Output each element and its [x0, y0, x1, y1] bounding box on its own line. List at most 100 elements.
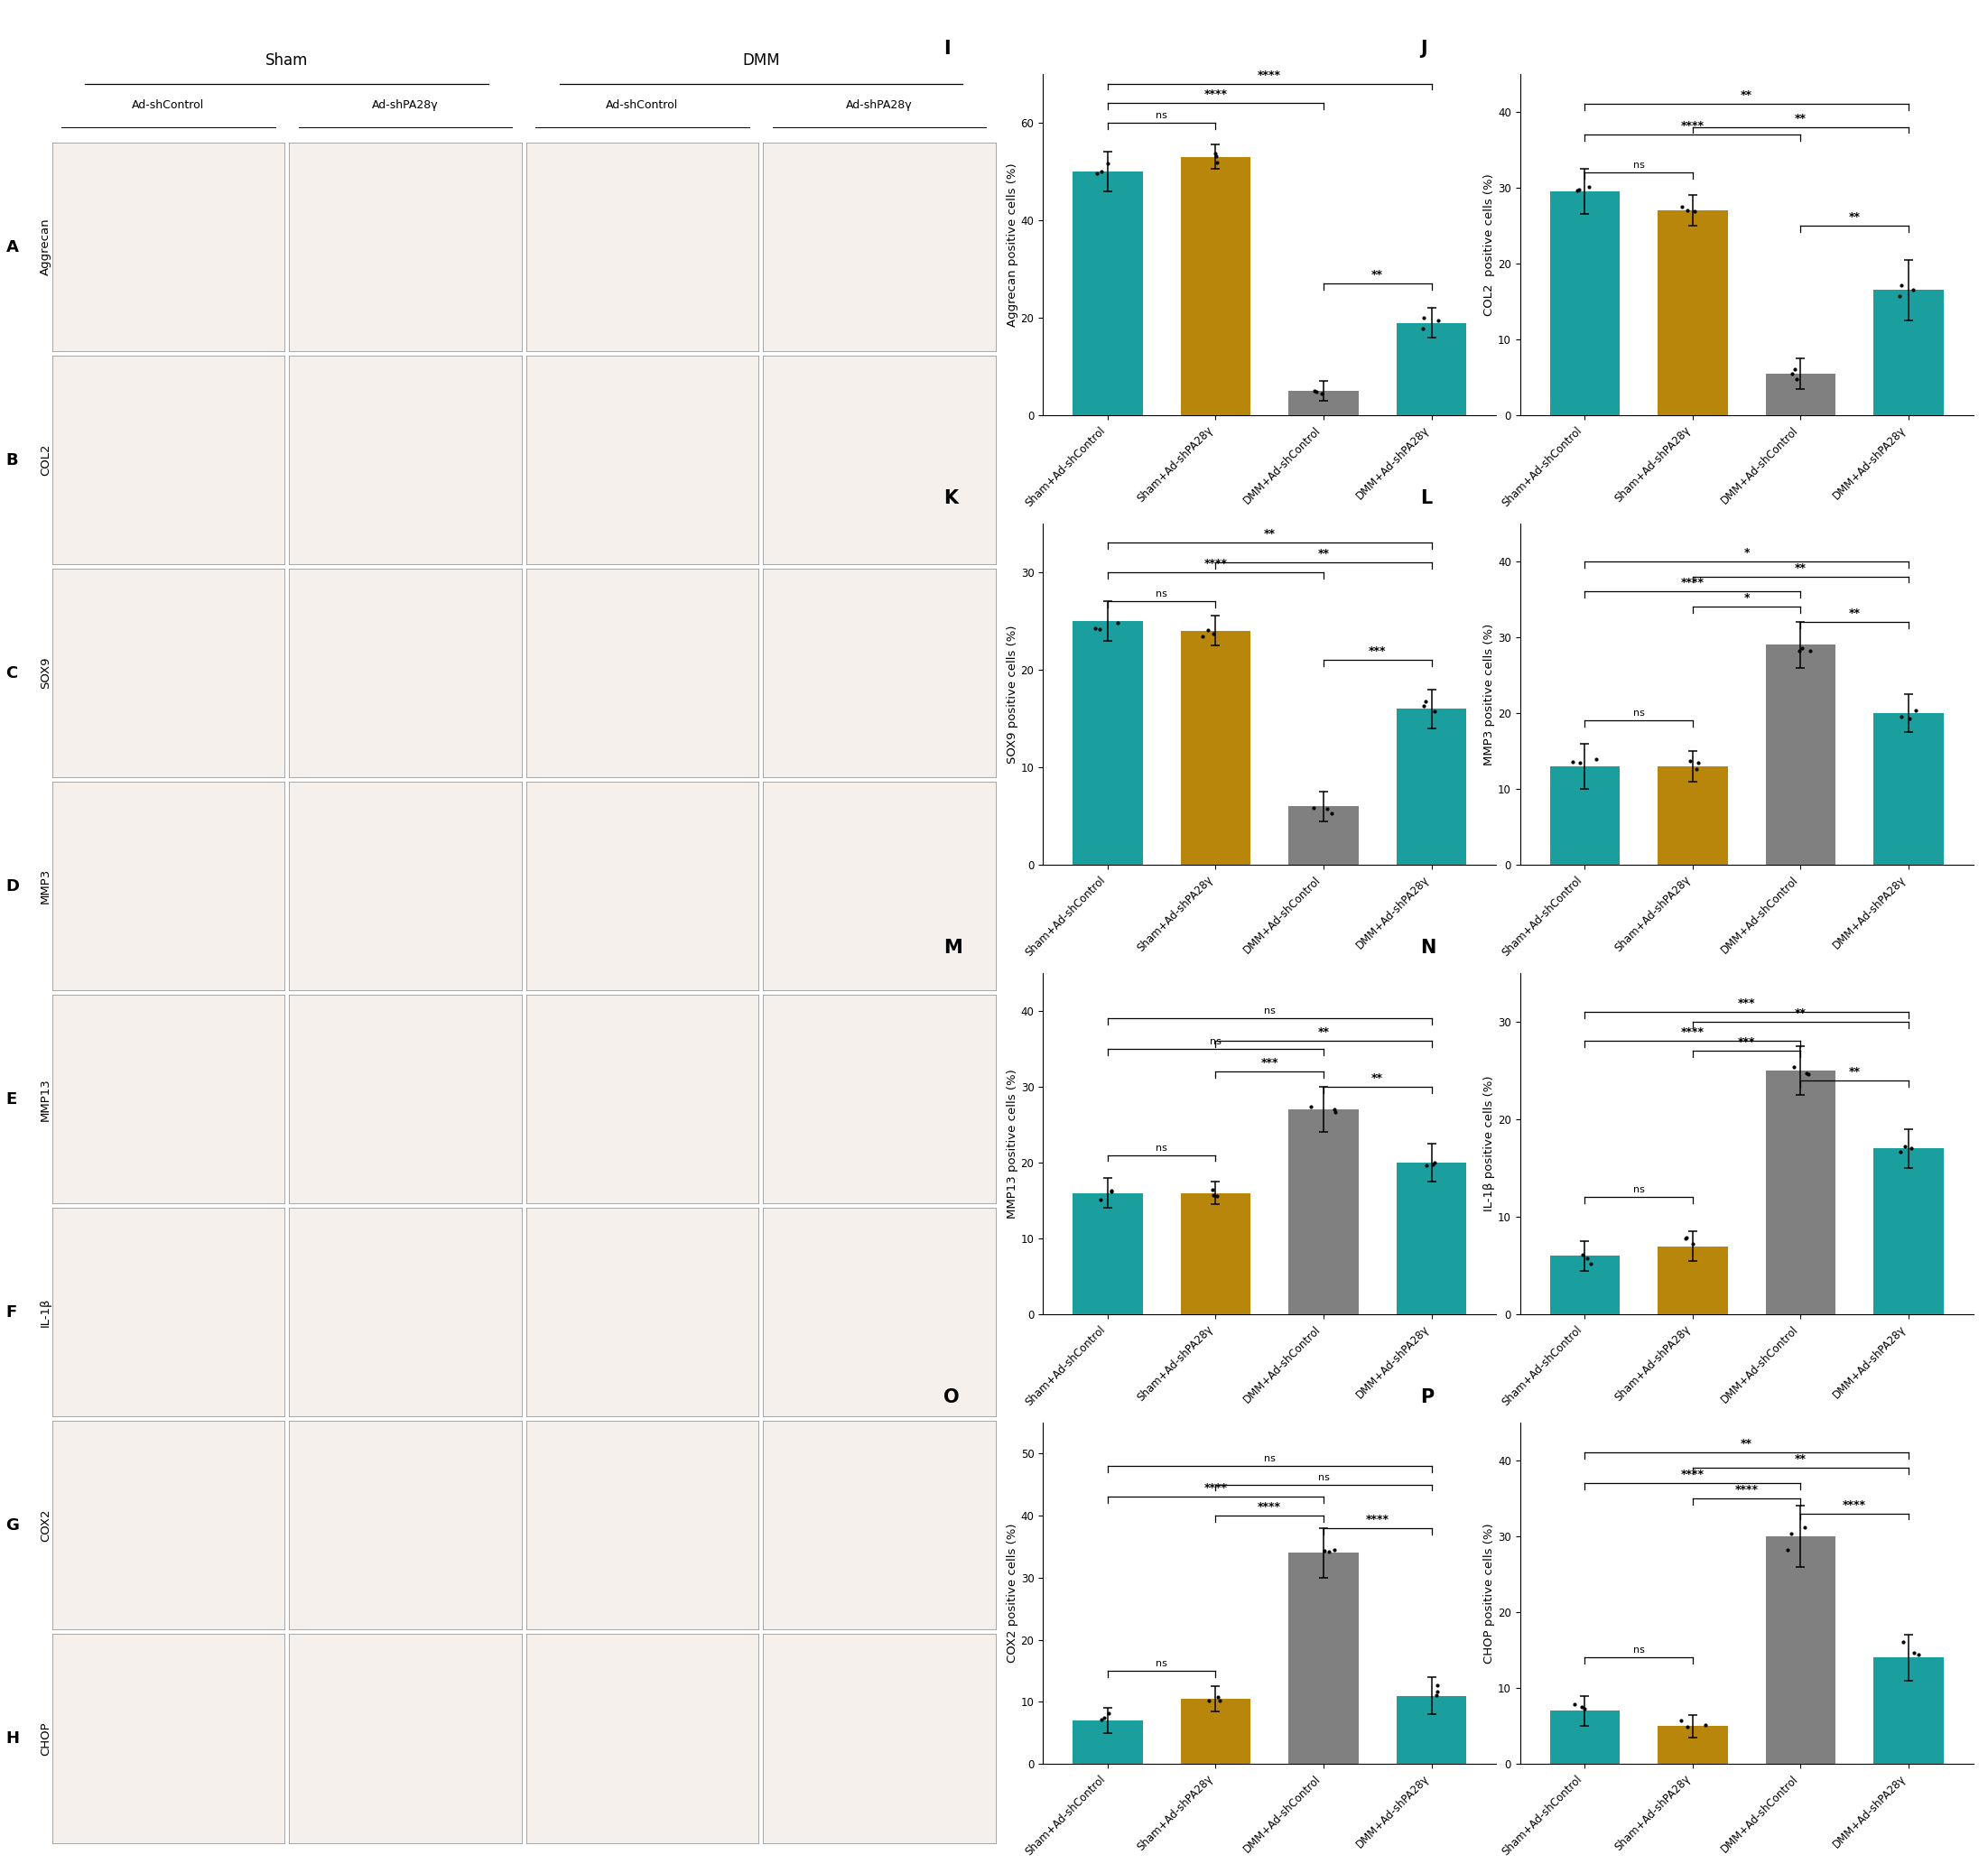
- Point: [1199, 139, 1231, 169]
- Bar: [1551, 1257, 1620, 1315]
- Point: [1318, 1094, 1350, 1124]
- Text: ns: ns: [1264, 1453, 1276, 1463]
- Bar: [1658, 766, 1728, 865]
- Bar: [1288, 1553, 1358, 1764]
- Point: [1771, 1534, 1803, 1564]
- Text: H: H: [6, 1731, 20, 1746]
- Point: [1421, 305, 1453, 335]
- Text: G: G: [6, 1517, 20, 1534]
- Point: [1580, 744, 1612, 774]
- Point: [1775, 1519, 1807, 1549]
- Text: F: F: [6, 1304, 18, 1320]
- Bar: [1396, 1695, 1467, 1764]
- Point: [1298, 792, 1330, 822]
- Point: [1320, 1098, 1352, 1128]
- Point: [1559, 1689, 1590, 1719]
- Text: ns: ns: [1211, 1038, 1221, 1045]
- Text: I: I: [942, 39, 950, 58]
- Point: [1197, 1174, 1229, 1204]
- Point: [1557, 747, 1588, 777]
- Point: [1316, 798, 1348, 828]
- Text: COX2: COX2: [40, 1510, 52, 1541]
- Point: [1672, 1712, 1704, 1742]
- Point: [1095, 1176, 1127, 1206]
- Point: [1672, 195, 1704, 225]
- Point: [1574, 1249, 1606, 1279]
- Point: [1789, 1513, 1821, 1543]
- Y-axis label: CHOP positive cells (%): CHOP positive cells (%): [1483, 1523, 1495, 1663]
- Text: ***: ***: [1368, 646, 1386, 657]
- Text: COL2: COL2: [40, 444, 52, 476]
- Text: Ad-shPA28γ: Ad-shPA28γ: [847, 99, 912, 111]
- Y-axis label: SOX9 positive cells (%): SOX9 positive cells (%): [1006, 626, 1018, 764]
- Text: IL-1β: IL-1β: [40, 1298, 52, 1326]
- Bar: [1181, 157, 1250, 416]
- Point: [1187, 622, 1219, 652]
- Text: MMP3: MMP3: [40, 869, 52, 905]
- Point: [1408, 303, 1439, 333]
- Text: ns: ns: [1155, 1143, 1167, 1152]
- Point: [1573, 172, 1604, 202]
- Point: [1791, 1058, 1823, 1088]
- Text: ns: ns: [1155, 590, 1167, 599]
- Point: [1885, 702, 1916, 732]
- Point: [1783, 635, 1815, 665]
- Point: [1193, 1686, 1225, 1716]
- Text: ***: ***: [1738, 1036, 1755, 1049]
- Text: **: **: [1795, 562, 1807, 573]
- Bar: [1765, 375, 1835, 416]
- Bar: [1551, 1710, 1620, 1764]
- Point: [1565, 747, 1596, 777]
- Bar: [1181, 1699, 1250, 1764]
- Text: ****: ****: [1736, 1483, 1759, 1495]
- Point: [1885, 281, 1916, 311]
- Text: **: **: [1741, 90, 1753, 101]
- Point: [1781, 363, 1813, 393]
- Text: ****: ****: [1682, 1026, 1704, 1038]
- Point: [1409, 1150, 1441, 1180]
- Text: **: **: [1372, 270, 1384, 281]
- Point: [1885, 1137, 1916, 1167]
- Point: [1201, 142, 1233, 172]
- Text: P: P: [1419, 1388, 1433, 1407]
- Point: [1091, 148, 1123, 178]
- Bar: [1658, 1727, 1728, 1764]
- Point: [1666, 191, 1698, 221]
- Point: [1793, 635, 1825, 665]
- Text: Aggrecan: Aggrecan: [40, 219, 52, 275]
- Text: CHOP: CHOP: [40, 1721, 52, 1755]
- Bar: [1288, 1109, 1358, 1315]
- Bar: [1181, 1193, 1250, 1315]
- Point: [1091, 1699, 1123, 1729]
- Text: ****: ****: [1682, 1468, 1704, 1480]
- Text: ns: ns: [1155, 1659, 1167, 1669]
- Point: [1901, 695, 1932, 725]
- Text: N: N: [1419, 938, 1435, 957]
- Point: [1785, 633, 1817, 663]
- Point: [1314, 1538, 1346, 1568]
- Text: **: **: [1849, 607, 1861, 620]
- Point: [1793, 1060, 1825, 1090]
- Text: **: **: [1372, 1071, 1384, 1084]
- Text: J: J: [1419, 39, 1427, 58]
- Text: Ad-shPA28γ: Ad-shPA28γ: [372, 99, 439, 111]
- Point: [1670, 1223, 1702, 1253]
- Text: A: A: [6, 240, 18, 255]
- Point: [1421, 1676, 1453, 1706]
- Text: ****: ****: [1205, 1482, 1227, 1495]
- Text: ns: ns: [1318, 1472, 1330, 1482]
- Text: Ad-shControl: Ad-shControl: [606, 99, 678, 111]
- Bar: [1873, 1148, 1944, 1315]
- Point: [1421, 1671, 1453, 1701]
- Bar: [1288, 807, 1358, 865]
- Bar: [1551, 191, 1620, 416]
- Text: *: *: [1743, 592, 1749, 605]
- Bar: [1873, 714, 1944, 865]
- Point: [1567, 1240, 1598, 1270]
- Text: ns: ns: [1155, 111, 1167, 120]
- Text: ****: ****: [1682, 577, 1704, 588]
- Point: [1417, 1148, 1449, 1178]
- Point: [1899, 1637, 1930, 1667]
- Text: ****: ****: [1366, 1513, 1390, 1525]
- Point: [1298, 376, 1330, 406]
